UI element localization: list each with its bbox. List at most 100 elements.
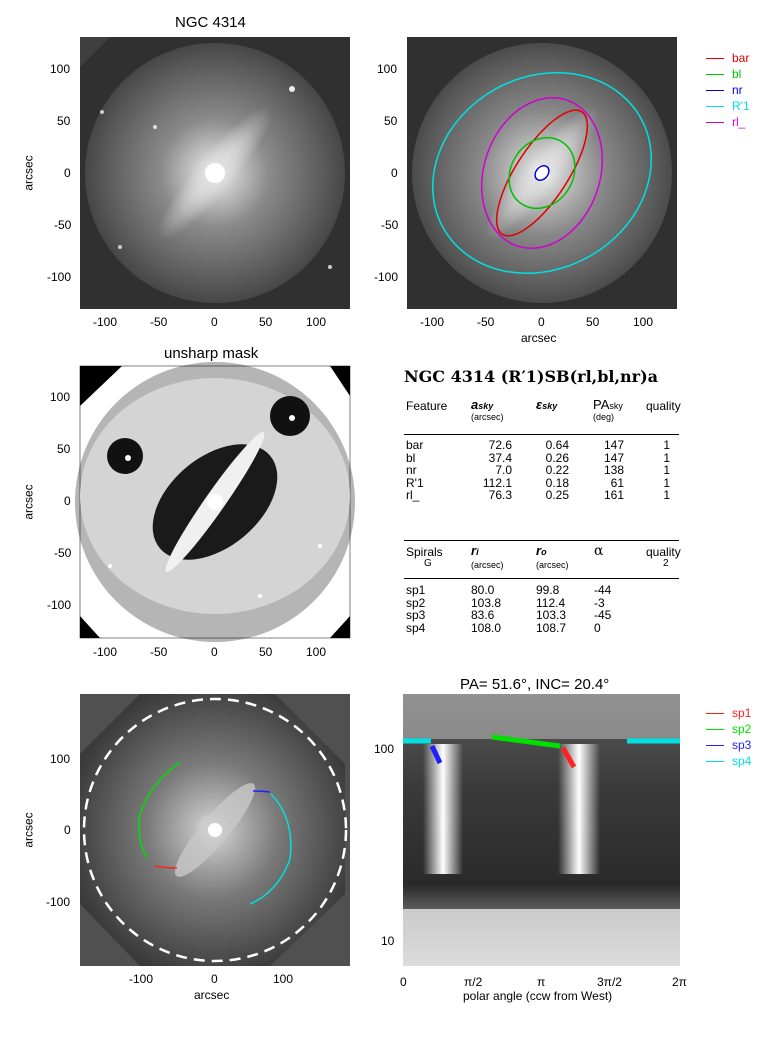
panel1-xtick: -100: [93, 315, 118, 329]
panel1-ytick: -100: [47, 270, 72, 284]
panel3-ytick: -100: [47, 598, 72, 612]
panel2-xtick: 0: [538, 315, 545, 329]
spiral-ro: 99.8: [536, 583, 560, 597]
feature-quality: 1: [663, 475, 670, 490]
hdr-ro: ro: [536, 543, 547, 558]
spiral-ro: 108.7: [536, 620, 567, 635]
panel3-ylabel: arcsec: [21, 484, 36, 520]
panel3-ytick: 50: [57, 442, 71, 456]
panel3-xtick: -100: [93, 645, 118, 659]
hdr-ri-unit: (arcsec): [471, 560, 504, 570]
spiral-sp2-trace: [138, 761, 181, 859]
feature-name: bl: [406, 450, 416, 465]
feature-quality: 1: [663, 488, 670, 502]
panel6-xtick: π: [537, 975, 546, 989]
panel1-xtick: 0: [211, 315, 218, 329]
feature-a: 72.6: [488, 438, 512, 452]
feature-pa: 61: [610, 475, 624, 490]
panel3-xtick: 0: [211, 645, 218, 659]
panel1-image: [80, 37, 350, 309]
feature-a: 7.0: [495, 463, 512, 477]
panel6-ytick: 10: [381, 934, 395, 948]
panel1-title: NGC 4314: [175, 14, 246, 31]
spiral-sp3-mark: [429, 744, 443, 765]
hdr-sp-quality: quality: [646, 545, 681, 559]
feature-eps: 0.26: [545, 450, 569, 465]
panel1-xtick: 100: [306, 315, 327, 329]
panel6-xtick: 2π: [672, 975, 687, 989]
panel6-xtick: 3π/2: [597, 975, 622, 989]
spiral-ro: 103.3: [536, 608, 567, 622]
panel5-ytick: 0: [64, 823, 71, 837]
deprojection-circle: [82, 697, 348, 963]
hdr-a-unit: (arcsec): [471, 412, 504, 422]
feature-quality: 1: [663, 450, 670, 465]
feature-a: 37.4: [488, 450, 512, 465]
hdr-alpha: α: [594, 543, 604, 559]
feature-eps: 0.25: [545, 488, 569, 502]
features-rule: [404, 434, 679, 435]
panel5-image: [80, 694, 350, 966]
feature-name: nr: [406, 463, 417, 477]
spiral-sp1-mark: [560, 746, 577, 769]
legend-rl: rl_: [732, 115, 746, 129]
feature-a: 112.1: [482, 475, 512, 490]
panel1-ytick: 0: [64, 166, 71, 180]
hdr-eps: εsky: [536, 397, 558, 412]
hdr-feature: Feature: [406, 399, 448, 413]
panel3-title: unsharp mask: [164, 345, 259, 362]
hdr-ro-unit: (arcsec): [536, 560, 569, 570]
legend-sp3: sp3: [732, 738, 752, 752]
panel6-xtick: 0: [400, 975, 407, 989]
legend-nr: nr: [732, 83, 743, 97]
feature-pa: 147: [603, 450, 624, 465]
feature-pa: 147: [603, 438, 624, 452]
feature-name: R'1: [406, 475, 424, 490]
spiral-ri: 108.0: [471, 620, 502, 635]
galaxy-classification-title: NGC 4314 (R′1)SB(rl,bl,nr)a: [404, 367, 659, 386]
spiral-alpha: -3: [594, 595, 605, 610]
feature-a: 76.3: [488, 488, 512, 502]
spirals-top-rule: [404, 540, 679, 541]
panel5-xtick: 100: [273, 972, 294, 986]
panel6-title: PA= 51.6°, INC= 20.4°: [460, 676, 610, 693]
panel1-ytick: -50: [54, 218, 72, 232]
panel1-ylabel: arcsec: [21, 155, 36, 191]
spiral-name: sp1: [406, 583, 426, 597]
panel2-ytick: -100: [374, 270, 399, 284]
panel3-xtick: 100: [306, 645, 327, 659]
panel2-image: [407, 37, 677, 309]
spiral-alpha: -44: [594, 583, 612, 597]
feature-quality: 1: [663, 463, 670, 477]
legend-R1: R'1: [732, 99, 750, 113]
feature-quality: 1: [663, 438, 670, 452]
spiral-name: sp3: [406, 608, 426, 622]
spiral-ri: 83.6: [471, 608, 495, 622]
spiral-alpha: -45: [594, 608, 612, 622]
feature-eps: 0.64: [545, 438, 569, 452]
panel2-ytick: 100: [377, 62, 398, 76]
panel1-xtick: 50: [259, 315, 273, 329]
spiral-name: sp2: [406, 595, 426, 610]
panel2-ytick: -50: [381, 218, 399, 232]
panel2-ytick: 0: [391, 166, 398, 180]
ellipse-bar: [495, 109, 589, 237]
hdr-quality: quality: [646, 399, 681, 413]
panel2-xlabel: arcsec: [521, 331, 557, 345]
panel2-ytick: 50: [384, 114, 398, 128]
legend-sp4: sp4: [732, 754, 752, 768]
feature-name: bar: [406, 438, 424, 452]
panel3-ytick: -50: [54, 546, 72, 560]
spiral-alpha: 0: [594, 620, 601, 635]
panel5-ytick: -100: [46, 895, 71, 909]
spiral-ri: 80.0: [471, 583, 495, 597]
panel5-xtick: -100: [129, 972, 154, 986]
spiral-sp3-trace: [252, 790, 271, 793]
hdr-spirals-g: G: [424, 558, 432, 569]
ellipse-rl: [480, 97, 604, 249]
panel5-xtick: 0: [211, 972, 218, 986]
feature-eps: 0.18: [545, 475, 569, 490]
spiral-sp2-mark: [491, 734, 561, 749]
spiral-sp1-trace: [154, 865, 178, 869]
panel6-ytick: 100: [374, 742, 395, 756]
